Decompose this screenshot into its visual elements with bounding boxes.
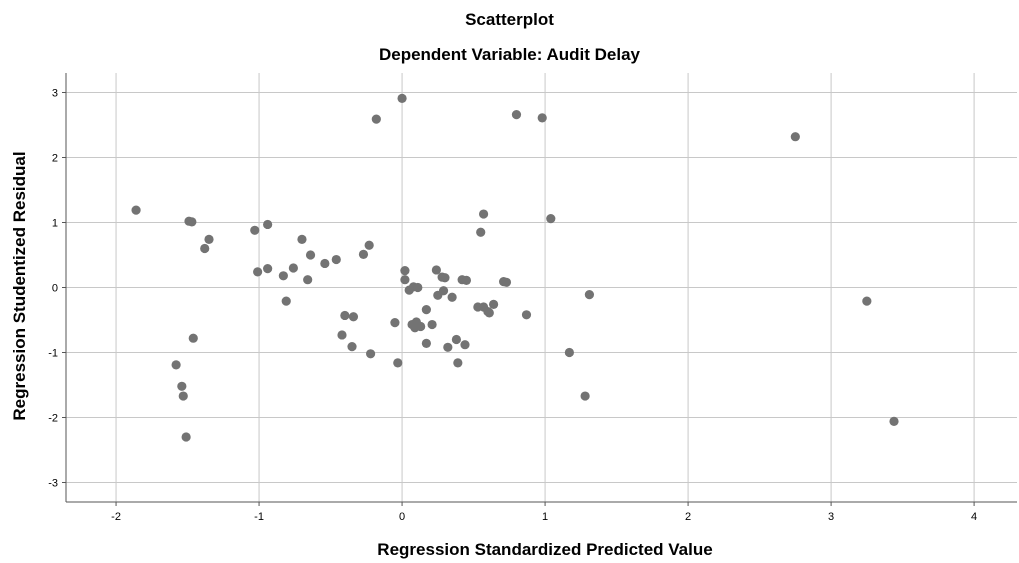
data-point (580, 391, 590, 401)
y-tick-label: -1 (48, 348, 58, 360)
data-point (131, 205, 141, 215)
data-point (178, 391, 188, 401)
data-point (421, 305, 431, 315)
data-point (476, 227, 486, 237)
data-point (181, 432, 191, 442)
data-point (413, 282, 423, 293)
data-point (421, 338, 431, 348)
data-point (440, 273, 450, 283)
data-point (546, 214, 556, 224)
data-point (443, 342, 453, 352)
data-point (340, 310, 350, 321)
data-point (204, 234, 214, 244)
data-point (453, 358, 463, 368)
data-point (281, 296, 291, 306)
data-point (288, 263, 298, 273)
y-tick-label: -3 (48, 478, 58, 490)
data-point (438, 286, 449, 296)
data-point (390, 318, 400, 328)
data-point (537, 113, 547, 123)
y-axis-label: Regression Studentized Residual (10, 151, 29, 421)
data-point (416, 321, 426, 332)
data-points (131, 93, 899, 442)
data-point (511, 110, 522, 120)
data-point (278, 271, 288, 281)
chart-subtitle: Dependent Variable: Audit Delay (378, 45, 641, 64)
data-point (488, 299, 499, 309)
y-tick-label: 2 (52, 153, 58, 165)
x-tick-label: 0 (399, 511, 405, 523)
data-point (862, 296, 872, 306)
data-point (501, 277, 512, 287)
data-point (188, 333, 198, 343)
data-point (320, 258, 330, 269)
x-tick-label: 3 (828, 511, 834, 523)
data-point (347, 342, 357, 352)
x-tick-label: -2 (111, 511, 121, 523)
data-point (250, 225, 260, 235)
data-point (889, 416, 899, 426)
data-point (461, 275, 472, 285)
data-point (331, 254, 341, 265)
data-point (431, 265, 441, 275)
data-point (187, 217, 197, 227)
data-point (400, 275, 410, 285)
data-point (263, 264, 273, 274)
data-point (447, 292, 457, 302)
data-point (253, 267, 263, 277)
chart-title: Scatterplot (465, 10, 554, 29)
data-point (371, 114, 381, 124)
data-point (451, 334, 462, 345)
x-axis-label: Regression Standardized Predicted Value (377, 540, 713, 559)
axes (62, 73, 1017, 506)
x-tick-label: -1 (254, 511, 264, 523)
x-tick-label: 1 (542, 511, 548, 523)
data-point (393, 358, 403, 368)
data-point (303, 275, 313, 285)
x-tick-label: 2 (685, 511, 691, 523)
data-point (366, 349, 376, 359)
data-point (397, 93, 407, 103)
data-point (358, 249, 369, 259)
data-point (200, 243, 210, 254)
data-point (564, 347, 574, 358)
data-point (400, 266, 410, 276)
data-point (263, 219, 273, 230)
y-tick-label: -2 (48, 413, 58, 425)
data-point (177, 381, 187, 391)
data-point (337, 330, 347, 340)
x-tick-label: 4 (971, 511, 977, 523)
data-point (427, 319, 437, 330)
y-tick-label: 1 (52, 218, 58, 230)
data-point (484, 308, 494, 318)
data-point (348, 312, 359, 322)
data-point (364, 240, 374, 250)
y-tick-label: 3 (52, 88, 58, 100)
data-point (790, 132, 800, 142)
data-point (584, 290, 595, 300)
data-point (171, 360, 181, 370)
data-point (478, 209, 489, 219)
data-point (521, 310, 532, 320)
data-point (305, 250, 316, 260)
gridlines (66, 73, 1017, 502)
tick-labels: -2 -1 0 1 2 3 4 -3 -2 -1 0 1 2 3 (48, 88, 977, 524)
data-point (460, 340, 470, 350)
y-tick-label: 0 (52, 283, 58, 295)
data-point (297, 234, 307, 244)
